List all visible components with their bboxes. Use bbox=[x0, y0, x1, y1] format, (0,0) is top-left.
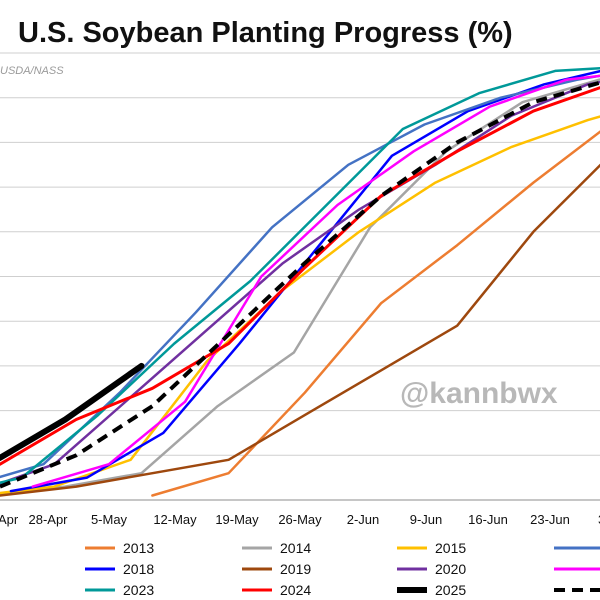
legend-label-2025: 2025 bbox=[435, 582, 466, 598]
series-line-2019 bbox=[0, 163, 600, 497]
series-line-2014 bbox=[0, 78, 600, 496]
series-line-2024 bbox=[0, 86, 600, 466]
legend-label-2014: 2014 bbox=[280, 540, 311, 556]
chart-watermark: @kannbwx bbox=[400, 377, 558, 410]
legend-label-2015: 2015 bbox=[435, 540, 466, 556]
legend-label-2013: 2013 bbox=[123, 540, 154, 556]
series-line-2018 bbox=[9, 69, 600, 493]
x-tick-label: 16-Jun bbox=[468, 512, 508, 527]
legend-label-2023: 2023 bbox=[123, 582, 154, 598]
series-line-2025 bbox=[0, 362, 145, 462]
series-line-2015 bbox=[0, 115, 600, 495]
x-tick-label: 30 bbox=[598, 512, 600, 527]
series-line-2023 bbox=[0, 67, 600, 485]
legend-label-2019: 2019 bbox=[280, 561, 311, 577]
legend-label-2020: 2020 bbox=[435, 561, 466, 577]
x-tick-label: 2-Jun bbox=[347, 512, 380, 527]
x-ticks: Apr 28-Apr 5-May 12-May 19-May 26-May 2-Jun 9-J… bbox=[0, 512, 600, 527]
x-tick-label: 5-May bbox=[91, 512, 128, 527]
x-tick-label: Apr bbox=[0, 512, 19, 527]
series-line-2013 bbox=[151, 130, 600, 497]
x-tick-label: 9-Jun bbox=[410, 512, 443, 527]
legend-label-2024: 2024 bbox=[280, 582, 311, 598]
x-tick-label: 23-Jun bbox=[530, 512, 570, 527]
series-line-2020 bbox=[0, 80, 600, 485]
series-line-2022 bbox=[31, 74, 600, 488]
x-tick-label: 12-May bbox=[153, 512, 197, 527]
legend-label-2018: 2018 bbox=[123, 561, 154, 577]
legend: 2013 2014 2015 2018 2019 2020 2023 2024 2025 bbox=[85, 540, 600, 598]
x-tick-label: 19-May bbox=[215, 512, 259, 527]
x-tick-label: 26-May bbox=[278, 512, 322, 527]
chart-source: USDA/NASS bbox=[0, 65, 64, 77]
chart-title: U.S. Soybean Planting Progress (%) bbox=[18, 17, 513, 49]
x-tick-label: 28-Apr bbox=[28, 512, 68, 527]
series-layer bbox=[0, 67, 600, 497]
